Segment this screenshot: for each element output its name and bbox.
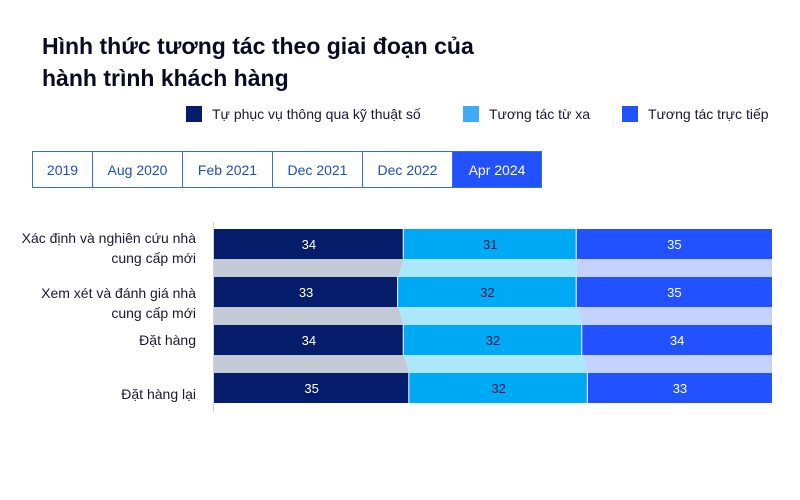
connector-band-remote-3	[403, 355, 588, 373]
category-label-3-line-1: Đặt hàng	[139, 332, 196, 348]
tab-feb-2021[interactable]: Feb 2021	[183, 152, 273, 187]
bar-digital-4	[214, 373, 409, 403]
chart-title-line-1: Hình thức tương tác theo giai đoạn của	[42, 33, 474, 59]
value-label-digital-4: 35	[304, 381, 318, 396]
bar-digital-2	[214, 277, 398, 307]
category-label-2-line-1: Xem xét và đánh giá nhà	[41, 285, 196, 301]
connector-band-remote-1	[398, 259, 577, 277]
legend-item-inperson: Tương tác trực tiếp	[622, 106, 769, 122]
legend-label-digital: Tự phục vụ thông qua kỹ thuật số	[212, 106, 421, 122]
category-axis-line	[213, 222, 214, 412]
value-label-remote-3: 32	[486, 333, 500, 348]
bar-inperson-1	[576, 229, 772, 259]
value-label-remote-1: 31	[483, 237, 497, 252]
legend-label-remote: Tương tác từ xa	[489, 106, 591, 122]
bar-digital-1	[214, 229, 403, 259]
value-label-inperson-1: 35	[667, 237, 681, 252]
connector-band-inperson-1	[576, 259, 772, 277]
period-tabs: 2019 Aug 2020 Feb 2021 Dec 2021 Dec 2022…	[32, 151, 542, 188]
category-label-1: Xác định và nghiên cứu nhà cung cấp mới	[0, 228, 196, 268]
tab-2019[interactable]: 2019	[33, 152, 93, 187]
value-label-remote-2: 32	[480, 285, 494, 300]
legend-swatch-remote	[463, 106, 479, 122]
value-label-remote-4: 32	[491, 381, 505, 396]
value-label-inperson-3: 34	[670, 333, 684, 348]
connector-band-remote-2	[398, 307, 583, 325]
connector-band-digital-2	[214, 307, 404, 325]
chart-title: Hình thức tương tác theo giai đoạn của h…	[42, 30, 474, 94]
legend-swatch-digital	[186, 106, 202, 122]
chart-title-line-2: hành trình khách hàng	[42, 65, 289, 91]
bar-inperson-2	[576, 277, 772, 307]
tab-apr-2024[interactable]: Apr 2024	[453, 152, 541, 187]
legend-label-inperson: Tương tác trực tiếp	[648, 106, 769, 122]
value-label-inperson-4: 33	[673, 381, 687, 396]
value-label-digital-2: 33	[299, 285, 313, 300]
tab-aug-2020[interactable]: Aug 2020	[93, 152, 183, 187]
value-label-inperson-2: 35	[667, 285, 681, 300]
bar-inperson-4	[587, 373, 772, 403]
connector-band-inperson-3	[582, 355, 772, 373]
bar-digital-3	[214, 325, 403, 355]
legend-item-remote: Tương tác từ xa	[463, 106, 590, 122]
legend-swatch-inperson	[622, 106, 638, 122]
category-label-3: Đặt hàng	[0, 330, 196, 350]
category-label-2-line-2: cung cấp mới	[111, 305, 196, 321]
value-label-digital-1: 34	[302, 237, 316, 252]
value-label-digital-3: 34	[302, 333, 316, 348]
bar-remote-3	[403, 325, 582, 355]
category-label-4: Đặt hàng lại	[0, 384, 196, 404]
connector-band-digital-1	[214, 259, 404, 277]
legend-item-digital: Tự phục vụ thông qua kỹ thuật số	[186, 106, 421, 122]
bar-remote-1	[403, 229, 576, 259]
tab-dec-2022[interactable]: Dec 2022	[363, 152, 453, 187]
connector-band-digital-3	[214, 355, 410, 373]
category-label-4-line-1: Đặt hàng lại	[121, 386, 196, 402]
category-label-1-line-1: Xác định và nghiên cứu nhà	[21, 230, 196, 246]
legend: Tự phục vụ thông qua kỹ thuật số Tương t…	[186, 106, 786, 128]
tab-dec-2021[interactable]: Dec 2021	[273, 152, 363, 187]
category-label-2: Xem xét và đánh giá nhà cung cấp mới	[0, 283, 196, 323]
bar-inperson-3	[582, 325, 772, 355]
category-label-1-line-2: cung cấp mới	[111, 250, 196, 266]
bar-remote-2	[398, 277, 576, 307]
bar-remote-4	[409, 373, 587, 403]
connector-band-inperson-2	[576, 307, 772, 325]
